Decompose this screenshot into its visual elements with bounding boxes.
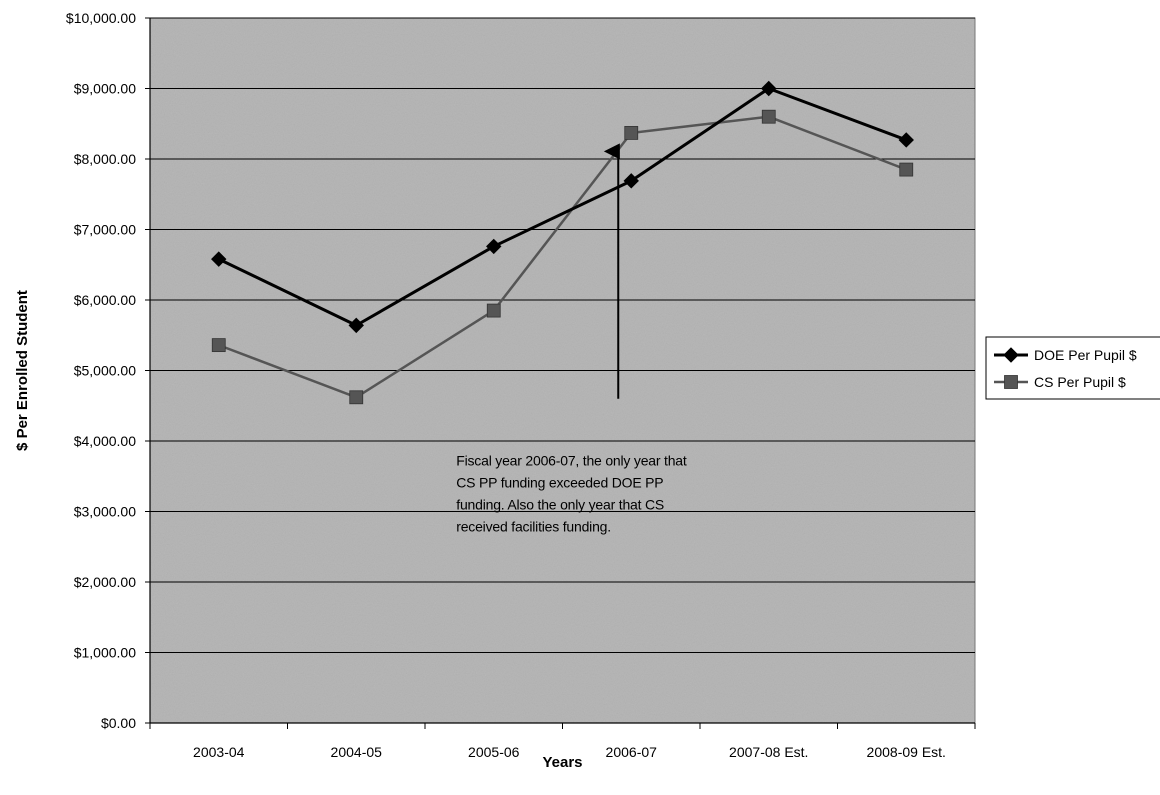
legend: DOE Per Pupil $ CS Per Pupil $ [985,336,1160,400]
data-point [349,390,364,405]
data-point [211,338,226,353]
series-line [218,87,907,327]
legend-entry-label: CS Per Pupil $ [1034,374,1126,390]
data-point [899,162,914,177]
y-axis-title: $ Per Enrolled Student [14,290,31,451]
annotation-text-line: funding. Also the only year that CS [456,497,664,513]
data-point [898,132,914,148]
x-tick-label: 2005-06 [468,744,520,760]
y-tick-label: $8,000.00 [74,151,136,167]
series-line [218,115,907,399]
annotation-text-line: CS PP funding exceeded DOE PP [456,475,663,491]
series-cs [211,109,914,405]
y-tick-label: $3,000.00 [74,504,136,520]
data-point [624,126,639,140]
y-tick-label: $5,000.00 [74,363,136,379]
x-tick-label: 2003-04 [193,744,245,760]
series-layer [211,80,914,405]
y-tick-label: $10,000.00 [66,10,136,26]
y-tick-label: $7,000.00 [74,222,136,238]
data-point [211,251,227,267]
y-tick-label: $2,000.00 [74,574,136,590]
x-axis-ticks: 2003-04 2004-05 2005-06 2006-07 2007-08 Est.… [149,723,976,760]
annotation-text-line: received facilities funding. [456,519,611,535]
y-axis-ticks: $0.00 $1,000.00 $2,000.00 $3,000.00 $4,000.0… [66,10,150,731]
gridlines [150,17,975,653]
legend-entry-label: DOE Per Pupil $ [1034,347,1137,363]
x-tick-label: 2004-05 [331,744,383,760]
data-point [761,80,777,97]
data-point [486,238,502,255]
data-point [348,317,364,334]
series-doe [211,80,914,334]
x-tick-label: 2008-09 Est. [867,744,946,760]
data-point [623,173,639,189]
x-tick-label: 2007-08 Est. [729,744,808,760]
data-point [761,109,776,124]
x-axis-title: Years [542,754,582,771]
y-tick-label: $4,000.00 [74,433,136,449]
annotation-layer: Fiscal year 2006-07, the only year that C… [456,143,687,535]
y-tick-label: $6,000.00 [74,292,136,308]
annotation-text-line: Fiscal year 2006-07, the only year that [456,453,687,469]
x-tick-label: 2006-07 [606,744,658,760]
data-point [486,303,501,318]
legend-swatch-marker [1003,347,1019,363]
y-tick-label: $0.00 [101,715,136,731]
legend-swatch-marker [1004,375,1018,389]
y-tick-label: $9,000.00 [74,81,136,97]
y-tick-label: $1,000.00 [74,645,136,661]
